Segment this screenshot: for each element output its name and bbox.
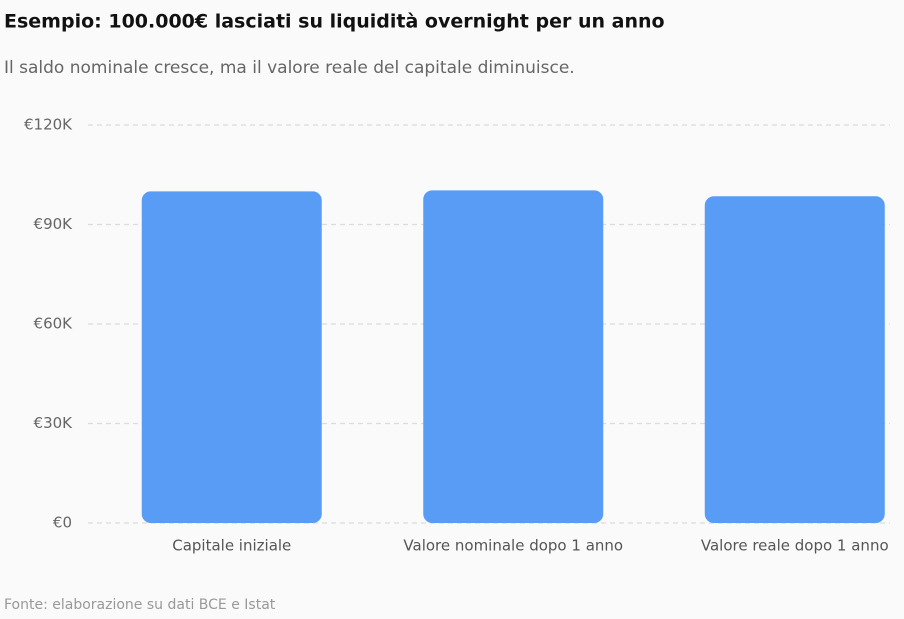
y-tick-label: €120K	[24, 116, 73, 134]
bar	[704, 196, 885, 523]
source: Fonte: elaborazione su dati BCE e Istat	[4, 597, 276, 613]
y-tick-label: €0	[53, 514, 72, 532]
y-tick-label: €90K	[34, 215, 74, 233]
x-tick-label: Valore nominale dopo 1 anno	[403, 537, 623, 555]
bar	[141, 191, 322, 524]
y-tick-label: €30K	[34, 414, 74, 432]
chart-title: Esempio: 100.000€ lasciati su liquidità …	[4, 11, 665, 33]
chart-subtitle: Il saldo nominale cresce, ma il valore r…	[4, 58, 575, 78]
x-tick-label: Capitale iniziale	[172, 537, 291, 555]
x-tick-label: Valore reale dopo 1 anno	[701, 537, 889, 555]
bar	[423, 190, 604, 524]
y-tick-label: €60K	[34, 315, 74, 333]
